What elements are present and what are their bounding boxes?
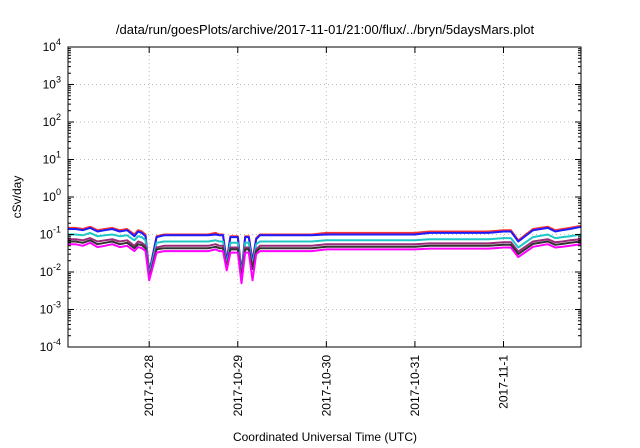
- y-tick-label: 104: [43, 37, 61, 54]
- y-tick-label: 10-3: [40, 300, 61, 317]
- y-tick-label: 10-4: [40, 337, 61, 354]
- series-group: [68, 224, 582, 285]
- x-tick-label: 2017-10-31: [408, 355, 422, 417]
- series-line-4: [68, 237, 582, 279]
- series-line-2: [68, 225, 582, 275]
- grid: [68, 46, 581, 348]
- series-line-6: [68, 241, 582, 285]
- y-axis-label: cSv/day: [10, 176, 24, 219]
- y-tick-label: 103: [43, 75, 61, 92]
- y-tick-label: 101: [43, 150, 61, 167]
- x-tick-label: 2017-10-29: [231, 355, 245, 417]
- x-tick-label: 2017-11-1: [496, 355, 510, 409]
- x-axis: 2017-10-28 2017-10-29 2017-10-30 2017-10-31…: [142, 47, 510, 416]
- x-tick-label: 2017-10-28: [142, 355, 156, 417]
- y-tick-label: 100: [43, 187, 61, 204]
- series-line-3: [68, 231, 582, 277]
- series-line-5: [68, 239, 582, 280]
- y-tick-label: 10-1: [40, 225, 61, 242]
- x-tick-label: 2017-10-30: [319, 355, 333, 417]
- x-axis-label: Coordinated Universal Time (UTC): [233, 430, 417, 444]
- y-tick-label: 102: [43, 112, 61, 129]
- chart-title: /data/run/goesPlots/archive/2017-11-01/2…: [116, 22, 535, 37]
- y-tick-label: 10-2: [40, 262, 61, 279]
